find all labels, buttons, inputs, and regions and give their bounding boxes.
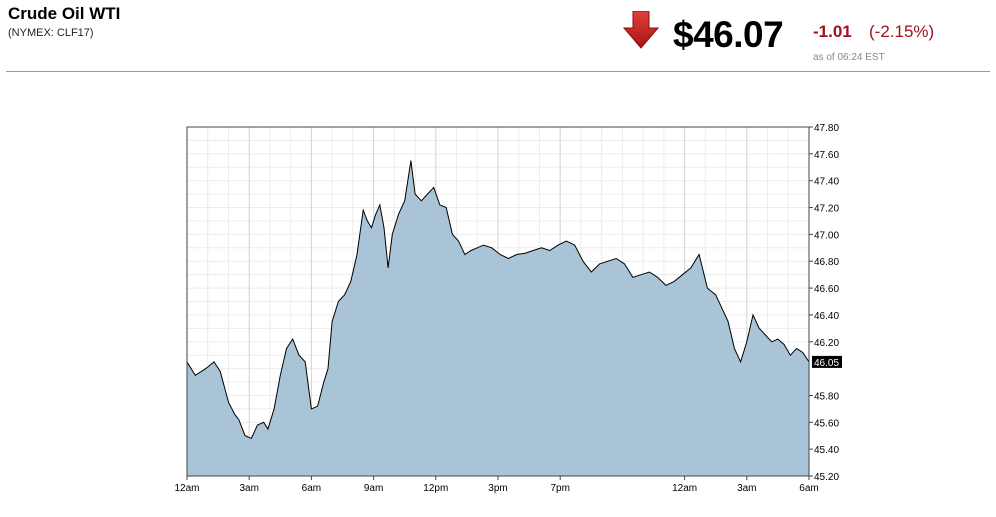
y-tick-label: 47.00 bbox=[814, 230, 839, 241]
y-tick-label: 46.40 bbox=[814, 311, 839, 322]
y-tick-label: 46.60 bbox=[814, 284, 839, 295]
down-arrow-icon bbox=[623, 11, 659, 49]
area-layer bbox=[186, 160, 810, 476]
x-tick-label: 7pm bbox=[550, 483, 569, 494]
price-area bbox=[187, 160, 809, 476]
y-tick-label: 47.60 bbox=[814, 150, 839, 161]
last-value-label: 46.05 bbox=[814, 358, 839, 369]
y-tick-label: 46.20 bbox=[814, 338, 839, 349]
price-line bbox=[186, 160, 810, 440]
price-change-percent: (-2.15%) bbox=[869, 22, 935, 41]
y-tick-label: 45.80 bbox=[814, 391, 839, 402]
x-tick-label: 12am bbox=[672, 483, 697, 494]
x-tick-label: 12pm bbox=[423, 483, 448, 494]
last-price: $46.07 bbox=[673, 14, 784, 55]
price-change: -1.01 bbox=[813, 22, 852, 41]
y-tick-label: 47.40 bbox=[814, 177, 839, 188]
x-tick-label: 9am bbox=[364, 483, 383, 494]
x-tick-label: 6am bbox=[799, 483, 818, 494]
x-tick-label: 12am bbox=[174, 483, 199, 494]
y-tick-label: 47.20 bbox=[814, 204, 839, 215]
x-tick-label: 6am bbox=[302, 483, 321, 494]
y-tick-label: 45.20 bbox=[814, 472, 839, 483]
instrument-symbol: (NYMEX: CLF17) bbox=[8, 27, 94, 39]
y-tick-label: 45.60 bbox=[814, 418, 839, 429]
x-tick-label: 3am bbox=[239, 483, 258, 494]
instrument-title: Crude Oil WTI bbox=[8, 4, 121, 23]
x-tick-label: 3pm bbox=[488, 483, 507, 494]
header-divider bbox=[6, 71, 990, 72]
tick-layer: 45.20 45.40 45.60 45.80 46.20 46.40 46.60 46.80… bbox=[174, 123, 842, 494]
x-tick-label: 3am bbox=[737, 483, 756, 494]
y-tick-label: 45.40 bbox=[814, 445, 839, 456]
last-value-marker bbox=[812, 355, 842, 368]
y-tick-label: 46.80 bbox=[814, 257, 839, 268]
as-of-timestamp: as of 06:24 EST bbox=[813, 52, 885, 63]
y-tick-label: 47.80 bbox=[814, 123, 839, 134]
